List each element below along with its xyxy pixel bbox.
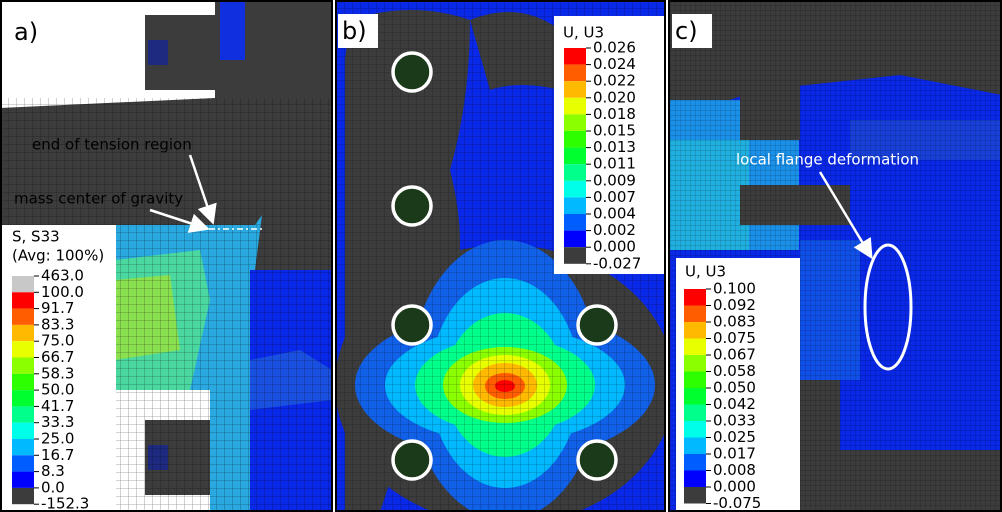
legend-value: 16.7 <box>41 446 74 464</box>
legend-swatch <box>564 197 586 214</box>
legend-value: 0.000 <box>593 238 636 256</box>
legend-swatch <box>684 289 706 306</box>
legend-value: 83.3 <box>41 315 74 333</box>
legend-value: 0.092 <box>713 296 756 314</box>
legend-swatch <box>12 341 34 357</box>
legend-swatch <box>684 405 706 422</box>
legend-subtitle: (Avg: 100%) <box>12 247 104 265</box>
panel-c: c) local flange deformation U, U3 0.1000… <box>669 0 1002 512</box>
legend-value: 0.050 <box>713 379 756 397</box>
legend-value: 0.042 <box>713 395 756 413</box>
legend-swatch <box>12 292 34 308</box>
legend-swatch <box>564 214 586 231</box>
legend-value: -0.027 <box>593 254 641 272</box>
legend-swatch <box>12 309 34 325</box>
legend-swatch <box>12 472 34 488</box>
legend-value: 0.0 <box>41 478 65 496</box>
legend-swatch <box>564 48 586 65</box>
legend-swatch <box>564 131 586 148</box>
legend-swatch <box>12 455 34 471</box>
legend-value: 463.0 <box>41 267 84 285</box>
legend-swatch <box>12 488 34 504</box>
legend-value: 0.083 <box>713 313 756 331</box>
legend-value: 0.058 <box>713 362 756 380</box>
panel-label: a) <box>14 18 38 46</box>
legend-value: 91.7 <box>41 299 74 317</box>
legend-swatch <box>564 181 586 198</box>
legend-swatch <box>684 355 706 372</box>
legend-value: 0.067 <box>713 346 756 364</box>
legend-swatch <box>12 276 34 292</box>
legend-swatch <box>564 81 586 98</box>
legend-value: 0.002 <box>593 221 636 239</box>
figure: a) end of tension region mass center of … <box>0 0 1002 512</box>
legend-title: S, S33 <box>12 228 60 246</box>
legend-value: 75.0 <box>41 332 74 350</box>
legend-swatch <box>12 406 34 422</box>
legend-swatch <box>12 423 34 439</box>
legend-swatch <box>684 388 706 405</box>
legend-swatch <box>684 306 706 323</box>
panel-b: b) U, U3 0.0260.0240.0220.0200.0180.0150… <box>335 0 675 512</box>
legend-value: 0.007 <box>593 188 636 206</box>
legend-swatch <box>684 454 706 471</box>
legend-value: 0.017 <box>713 445 756 463</box>
annotation: local flange deformation <box>736 151 919 169</box>
legend-swatch <box>684 471 706 488</box>
legend-swatch <box>684 339 706 356</box>
legend-value: 0.025 <box>713 428 756 446</box>
legend-swatch <box>564 231 586 248</box>
legend-swatch <box>684 438 706 455</box>
legend-swatch <box>564 164 586 181</box>
legend-value: 41.7 <box>41 397 74 415</box>
legend-value: 0.024 <box>593 55 636 73</box>
legend-value: 58.3 <box>41 364 74 382</box>
panel-a: a) end of tension region mass center of … <box>0 0 332 512</box>
legend-value: 0.026 <box>593 39 636 57</box>
legend-swatch <box>684 372 706 389</box>
legend-value: 0.004 <box>593 205 636 223</box>
legend-swatch <box>684 322 706 339</box>
legend-value: 0.022 <box>593 72 636 90</box>
legend-swatch <box>564 114 586 131</box>
legend-value: 0.020 <box>593 88 636 106</box>
legend-value: 0.015 <box>593 122 636 140</box>
legend-swatch <box>12 358 34 374</box>
legend-value: 0.100 <box>713 280 756 298</box>
legend-swatch <box>12 390 34 406</box>
legend-swatch <box>564 148 586 165</box>
legend-swatch <box>684 421 706 438</box>
legend-swatch <box>12 374 34 390</box>
legend-value: 66.7 <box>41 348 74 366</box>
legend-value: 25.0 <box>41 430 74 448</box>
annotation: mass center of gravity <box>14 190 183 208</box>
legend-value: 0.011 <box>593 155 636 173</box>
legend-value: -0.075 <box>713 494 761 512</box>
legend-value: 50.0 <box>41 381 74 399</box>
legend-value: 0.013 <box>593 138 636 156</box>
legend-swatch <box>564 247 586 264</box>
legend-value: 0.009 <box>593 171 636 189</box>
legend-value: 100.0 <box>41 283 84 301</box>
legend-swatch <box>684 487 706 504</box>
legend-title: U, U3 <box>685 263 726 281</box>
legend-value: 8.3 <box>41 462 65 480</box>
legend-swatch <box>12 325 34 341</box>
panel-label: b) <box>342 17 367 45</box>
legend-value: 0.018 <box>593 105 636 123</box>
legend-swatch <box>564 98 586 115</box>
legend-value: -152.3 <box>41 495 89 512</box>
legend-value: 33.3 <box>41 413 74 431</box>
legend-value: 0.008 <box>713 461 756 479</box>
panel-label: c) <box>675 17 698 45</box>
legend-swatch <box>12 439 34 455</box>
legend-value: 0.075 <box>713 329 756 347</box>
legend-value: 0.033 <box>713 412 756 430</box>
legend-value: 0.000 <box>713 478 756 496</box>
annotation: end of tension region <box>32 136 192 154</box>
legend-swatch <box>564 65 586 82</box>
